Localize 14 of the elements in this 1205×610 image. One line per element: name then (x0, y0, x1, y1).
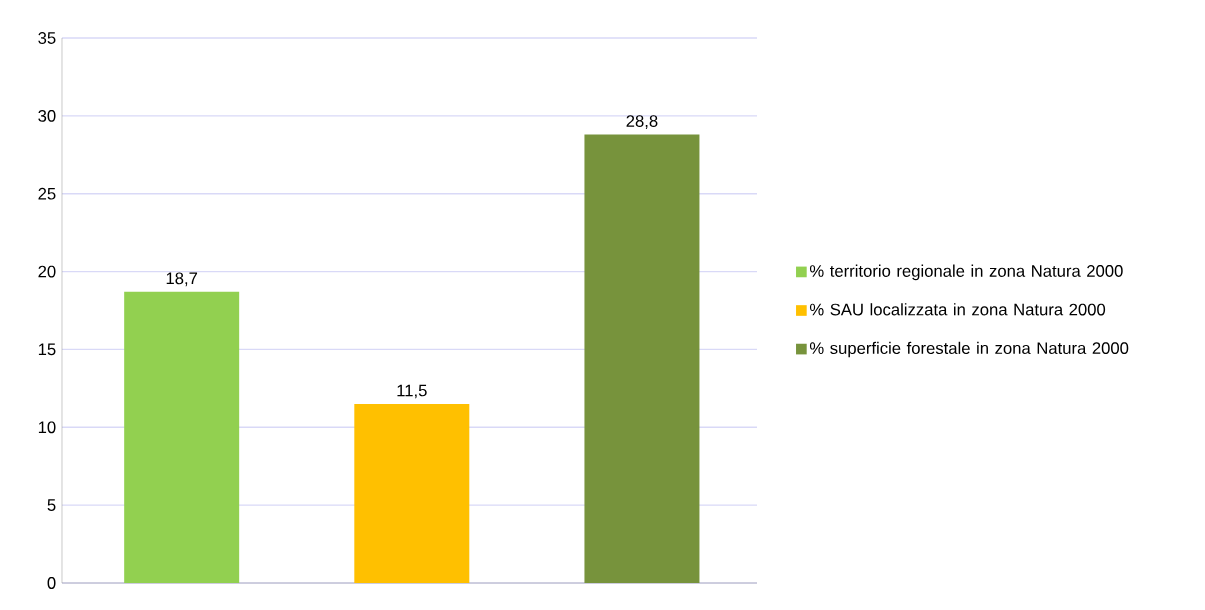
y-tick-label: 5 (47, 499, 56, 511)
y-tick-label: 30 (38, 109, 56, 122)
data-label: 28,8 (626, 115, 658, 129)
legend-label: % territorio regionale in zona Natura 2000 (809, 264, 1123, 281)
y-tick-label: 20 (38, 265, 56, 278)
y-tick-label: 35 (38, 32, 56, 44)
y-tick-label: 10 (38, 421, 56, 434)
y-tick-label: 25 (38, 187, 56, 200)
data-label: 18,7 (166, 272, 198, 287)
y-tick-label: 0 (47, 577, 56, 589)
data-label: 11,5 (397, 384, 427, 399)
legend-label: % superficie forestale in zona Natura 2000 (809, 341, 1129, 358)
legend-label: % SAU localizzata in zona Natura 2000 (809, 303, 1106, 316)
y-tick-label: 15 (38, 343, 56, 356)
